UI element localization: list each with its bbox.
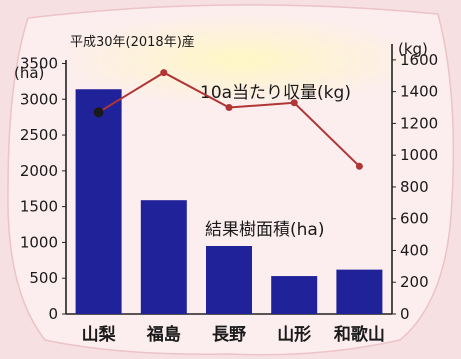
plot-area: 0 500 1000 1500 2000 2500 3000 3500 0 200 400 600 80…	[20, 44, 438, 345]
bar	[336, 269, 383, 314]
right-axis-tick-label: 0	[400, 305, 410, 323]
left-axis-tick-label: 2500	[20, 126, 58, 144]
line-point	[160, 69, 168, 77]
right-axis-tick-label: 1200	[400, 114, 438, 132]
bar	[75, 89, 122, 315]
left-axis-tick-label: 500	[29, 269, 58, 287]
category-label: 山形	[277, 324, 311, 345]
left-axis-tick-label: 3500	[20, 54, 58, 72]
right-axis-tick-label: 200	[400, 273, 429, 291]
line-point	[93, 107, 104, 118]
bar-series-label: 結果樹面積(ha)	[205, 220, 324, 240]
category-label: 山梨	[82, 324, 117, 345]
category-label: 和歌山	[334, 324, 385, 345]
left-axis-tick-label: 3000	[20, 90, 58, 108]
right-axis-tick-label: 600	[400, 210, 429, 228]
bar	[140, 200, 187, 314]
bar	[206, 246, 252, 314]
line-point	[355, 162, 363, 170]
right-axis-tick-label: 1400	[400, 83, 438, 101]
line-point	[290, 99, 298, 107]
line-point	[225, 104, 233, 112]
right-axis-tick-label: 1600	[400, 51, 438, 69]
right-axis-unit: (kg)	[398, 40, 428, 58]
left-axis-tick-label: 0	[48, 305, 58, 323]
right-axis-tick-label: 1000	[400, 146, 438, 164]
bar	[271, 276, 318, 314]
chart-title: 平成30年(2018年)産	[70, 34, 195, 50]
left-axis-tick-label: 2000	[20, 162, 58, 180]
line-series-label: 10a当たり収量(kg)	[200, 83, 351, 103]
category-label: 福島	[146, 324, 181, 345]
right-axis-tick-label: 800	[400, 178, 429, 196]
left-axis-tick-label: 1000	[20, 233, 58, 251]
right-axis-tick-label: 400	[400, 241, 429, 259]
left-axis-tick-label: 1500	[20, 198, 58, 216]
category-label: 長野	[212, 325, 246, 345]
left-axis-unit: (ha)	[14, 64, 44, 82]
